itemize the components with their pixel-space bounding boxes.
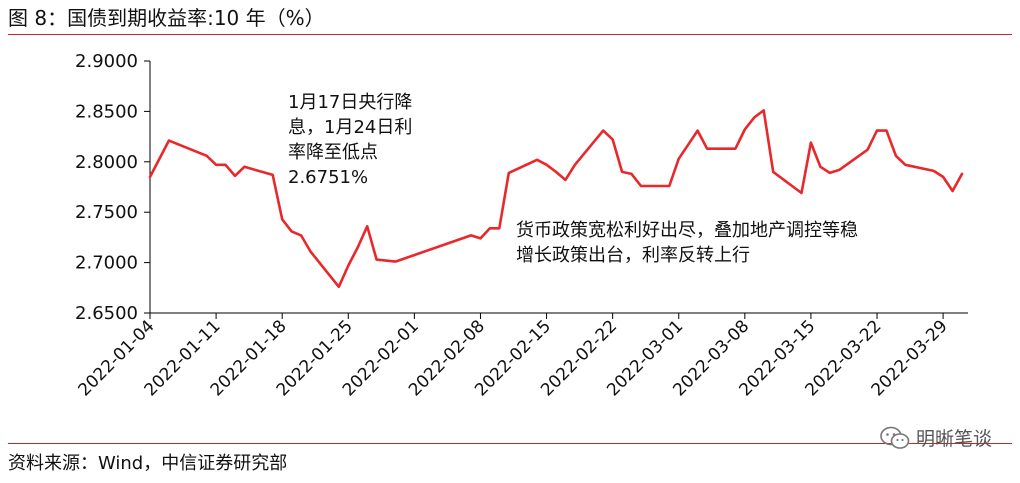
y-axis: 2.6500 2.7000 2.7500 2.8000 2.8500 2.9000 [75, 51, 151, 324]
watermark-label: 明晰笔谈 [915, 428, 992, 450]
title-rule [8, 34, 1012, 35]
annotation-text: 息，1月24日利 [288, 117, 412, 138]
y-tick-label: 2.9000 [75, 51, 138, 72]
annotation-text: 2.6751% [288, 167, 368, 188]
annotation-text: 率降至低点 [288, 142, 378, 163]
y-tick-label: 2.8000 [75, 152, 138, 173]
source-note: 资料来源：Wind，中信证券研究部 [8, 453, 288, 474]
annotation-text: 增长政策出台，利率反转上行 [516, 245, 750, 266]
footer-rule [8, 443, 1012, 444]
y-tick-label: 2.8500 [75, 101, 138, 122]
y-tick-label: 2.7000 [75, 253, 138, 274]
y-tick-label: 2.7500 [75, 202, 138, 223]
watermark: 明晰笔谈 [880, 424, 992, 451]
series-group [148, 109, 964, 289]
line-chart: 2.6500 2.7000 2.7500 2.8000 2.8500 2.9000 202… [75, 51, 968, 400]
x-axis: 2022-01-042022-01-112022-01-182022-01-25… [75, 312, 968, 400]
wechat-icon [880, 426, 910, 449]
y-tick-label: 2.6500 [75, 303, 138, 324]
annotation-text: 货币政策宽松利好出尽，叠加地产调控等稳 [516, 220, 858, 241]
page-title: 图 8：国债到期收益率:10 年（%） [8, 6, 325, 30]
yield-series-line [148, 109, 964, 289]
annotation-text: 1月17日央行降 [288, 92, 412, 113]
